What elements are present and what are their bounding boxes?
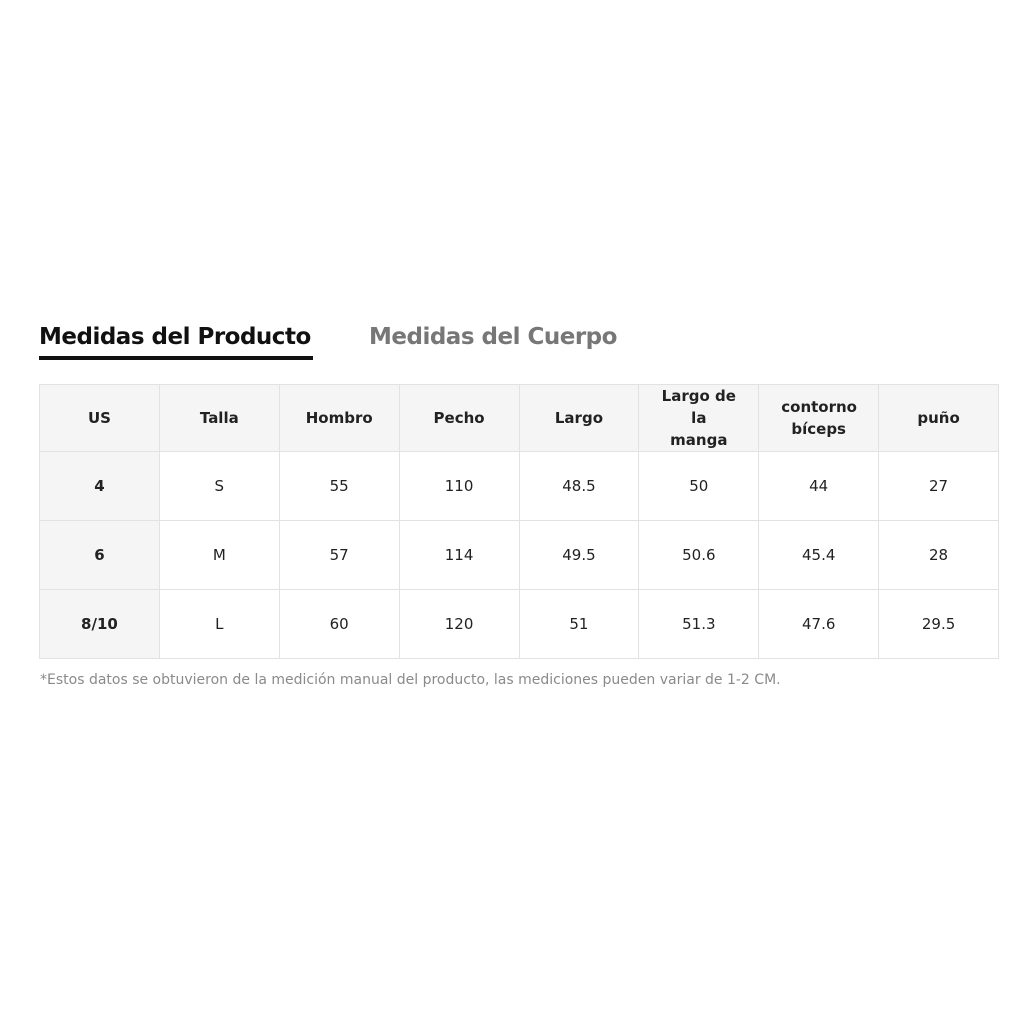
footnote: *Estos datos se obtuvieron de la medició… — [40, 672, 781, 688]
column-header: Pecho — [398, 384, 520, 452]
table-cell: 44 — [758, 451, 880, 521]
table-cell: 50.6 — [638, 520, 760, 590]
table-cell: 45.4 — [758, 520, 880, 590]
table-cell: 57 — [278, 520, 400, 590]
table-cell: 60 — [278, 589, 400, 659]
table-cell: 27 — [878, 451, 999, 521]
tab-medidas-del-producto[interactable]: Medidas del Producto — [39, 324, 313, 360]
table-cell: 50 — [638, 451, 760, 521]
table-cell: 51 — [518, 589, 640, 659]
active-tab-underline — [39, 356, 313, 360]
table-row: 8/10 L 60 120 51 51.3 47.6 29.5 — [39, 589, 999, 659]
table-cell: 48.5 — [518, 451, 640, 521]
table-cell: 51.3 — [638, 589, 760, 659]
tab-label: Medidas del Cuerpo — [369, 324, 617, 350]
table-cell: 47.6 — [758, 589, 880, 659]
table-cell: M — [158, 520, 280, 590]
table-cell: 55 — [278, 451, 400, 521]
column-header: US — [39, 384, 160, 452]
table-cell: 120 — [398, 589, 520, 659]
table-row: 4 S 55 110 48.5 50 44 27 — [39, 451, 999, 521]
column-header: Talla — [158, 384, 280, 452]
tab-label: Medidas del Producto — [39, 324, 311, 350]
size-table: US Talla Hombro Pecho Largo Largo de la manga… — [39, 384, 999, 659]
table-cell: 114 — [398, 520, 520, 590]
table-cell: 110 — [398, 451, 520, 521]
table-cell: 4 — [39, 451, 160, 521]
column-header: puño — [878, 384, 999, 452]
table-cell: 8/10 — [39, 589, 160, 659]
table-row: 6 M 57 114 49.5 50.6 45.4 28 — [39, 520, 999, 590]
table-cell: 29.5 — [878, 589, 999, 659]
tab-medidas-del-cuerpo[interactable]: Medidas del Cuerpo — [369, 324, 617, 350]
column-header: Largo — [518, 384, 640, 452]
column-header: Hombro — [278, 384, 400, 452]
column-header: contorno bíceps — [758, 384, 880, 452]
table-cell: 28 — [878, 520, 999, 590]
table-cell: 49.5 — [518, 520, 640, 590]
table-cell: 6 — [39, 520, 160, 590]
table-header-row: US Talla Hombro Pecho Largo Largo de la manga… — [39, 384, 999, 452]
table-cell: L — [158, 589, 280, 659]
column-header: Largo de la manga — [638, 384, 760, 452]
table-cell: S — [158, 451, 280, 521]
